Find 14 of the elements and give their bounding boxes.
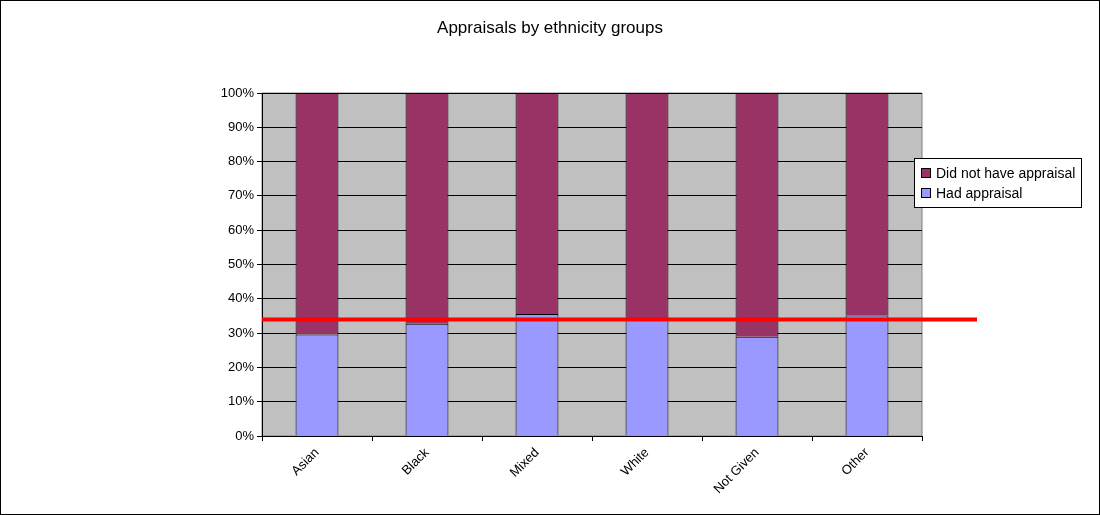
y-tick-label: 10% [227,393,255,409]
y-tick-label: 50% [227,256,255,272]
y-tick-label: 30% [227,324,255,340]
y-tick-label: 20% [227,358,255,374]
y-tick-label: 0% [235,427,255,443]
y-tick-label: 60% [227,221,255,237]
chart-title: Appraisals by ethnicity groups [436,18,664,38]
y-tick-label: 90% [227,118,255,134]
y-tick-label: 40% [227,290,255,306]
legend-label: Did not have appraisal [936,164,1076,183]
legend-label: Had appraisal [936,184,1023,203]
y-tick-label: 80% [227,153,255,169]
y-tick-label: 70% [227,187,255,203]
y-tick-label: 100% [220,84,255,100]
